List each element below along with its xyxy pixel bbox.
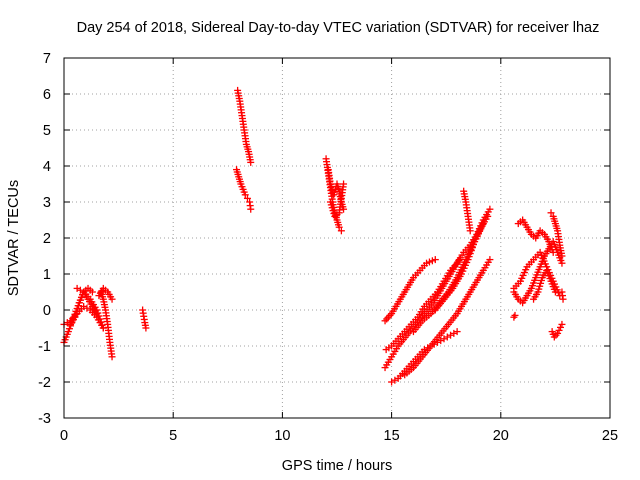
chart-title: Day 254 of 2018, Sidereal Day-to-day VTE… <box>77 20 600 36</box>
data-point <box>443 333 451 341</box>
axis-ticks: 0 5 10 15 20 25 -3 -2 -1 0 1 2 3 4 5 6 7 <box>38 51 618 444</box>
data-point <box>431 256 439 264</box>
x-axis-label: GPS time / hours <box>282 458 392 474</box>
data-point <box>97 318 105 326</box>
data-point <box>465 253 473 261</box>
data-point <box>247 205 255 213</box>
data-point <box>335 223 343 231</box>
data-point <box>94 309 102 317</box>
data-point <box>558 252 566 260</box>
y-axis-label: SDTVAR / TECUs <box>6 180 22 296</box>
data-point <box>247 158 255 166</box>
data-point <box>455 256 463 264</box>
y-tick-label: 2 <box>43 231 51 247</box>
y-tick-label: 4 <box>43 159 51 175</box>
data-point <box>484 212 492 220</box>
data-points <box>60 86 567 386</box>
data-point <box>108 353 116 361</box>
y-tick-label: 0 <box>43 303 51 319</box>
y-tick-label: -3 <box>38 411 51 427</box>
data-point <box>453 328 461 336</box>
y-tick-label: 7 <box>43 51 51 67</box>
x-tick-label: 25 <box>602 428 618 444</box>
data-point <box>486 256 494 264</box>
y-tick-label: 5 <box>43 123 51 139</box>
data-point <box>558 259 566 267</box>
data-point <box>511 311 519 319</box>
data-point <box>554 329 562 337</box>
data-point <box>88 288 96 296</box>
data-point <box>383 315 391 323</box>
data-point <box>547 209 555 217</box>
data-point <box>340 180 348 188</box>
data-point <box>464 256 472 264</box>
data-point <box>337 227 345 235</box>
x-tick-label: 15 <box>384 428 400 444</box>
data-point <box>93 306 101 314</box>
data-point <box>96 315 104 323</box>
data-point <box>558 320 566 328</box>
data-point <box>466 250 474 258</box>
data-point <box>555 326 563 334</box>
data-point <box>551 288 559 296</box>
y-tick-label: 6 <box>43 87 51 103</box>
data-point <box>241 191 249 199</box>
data-point <box>549 248 557 256</box>
data-point <box>243 194 251 202</box>
data-point <box>486 205 494 213</box>
data-point <box>467 247 475 255</box>
y-tick-label: 1 <box>43 267 51 283</box>
data-point <box>95 312 103 320</box>
data-point <box>388 378 396 386</box>
y-tick-label: 3 <box>43 195 51 211</box>
data-point <box>466 227 474 235</box>
data-point <box>556 323 564 331</box>
y-tick-label: -2 <box>38 375 51 391</box>
y-tick-label: -1 <box>38 339 51 355</box>
data-point <box>559 295 567 303</box>
x-tick-label: 10 <box>274 428 290 444</box>
x-tick-label: 5 <box>169 428 177 444</box>
x-tick-label: 0 <box>60 428 68 444</box>
data-point <box>108 295 116 303</box>
data-point <box>142 324 150 332</box>
data-point <box>381 317 389 325</box>
grid-lines <box>64 58 610 418</box>
x-tick-label: 20 <box>493 428 509 444</box>
data-point <box>470 241 477 249</box>
data-point <box>468 244 476 252</box>
